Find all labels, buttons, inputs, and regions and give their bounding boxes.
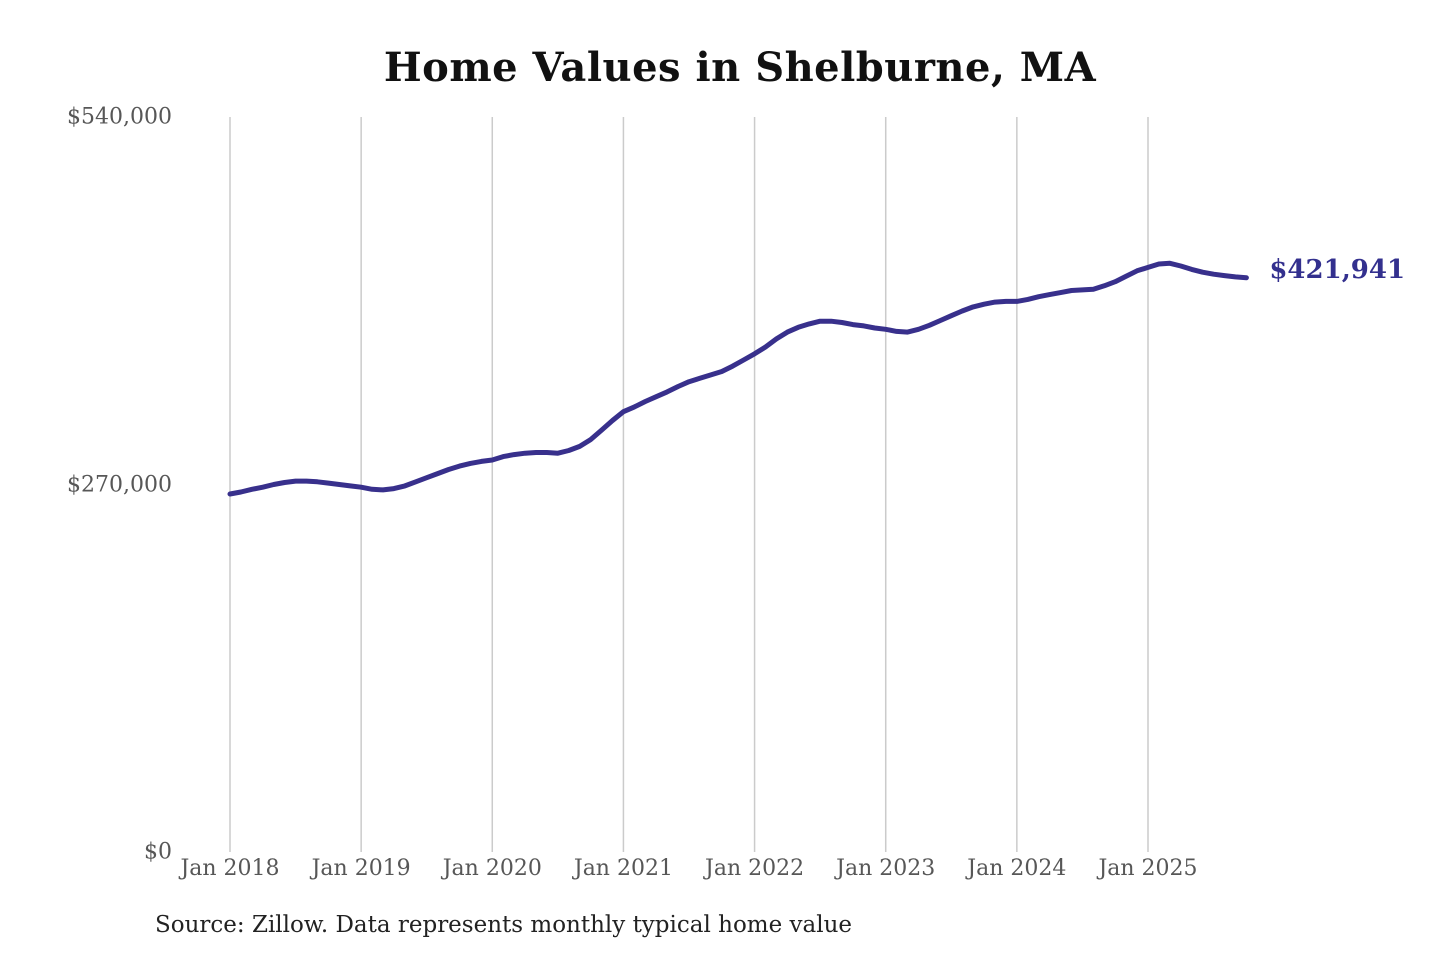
chart-title: Home Values in Shelburne, MA (383, 44, 1097, 91)
x-axis-tick-label: Jan 2024 (967, 856, 1067, 881)
x-axis-tick-label: Jan 2020 (442, 856, 542, 881)
x-axis-tick-label: Jan 2023 (836, 856, 936, 881)
source-note: Source: Zillow. Data represents monthly … (155, 912, 853, 938)
x-axis-tick-label: Jan 2019 (311, 856, 411, 881)
y-axis-tick-label: $540,000 (67, 104, 172, 130)
latest-value-label: $421,941 (1269, 254, 1406, 285)
x-axis-tick-label: Jan 2025 (1098, 856, 1198, 881)
x-axis-tick-label: Jan 2021 (573, 856, 673, 881)
y-axis-tick-label: $0 (144, 839, 172, 865)
x-axis-tick-label: Jan 2022 (705, 856, 805, 881)
x-axis-tick-label: Jan 2018 (180, 856, 280, 881)
y-axis-tick-label: $270,000 (67, 472, 172, 497)
home-value-line (227, 260, 1249, 497)
